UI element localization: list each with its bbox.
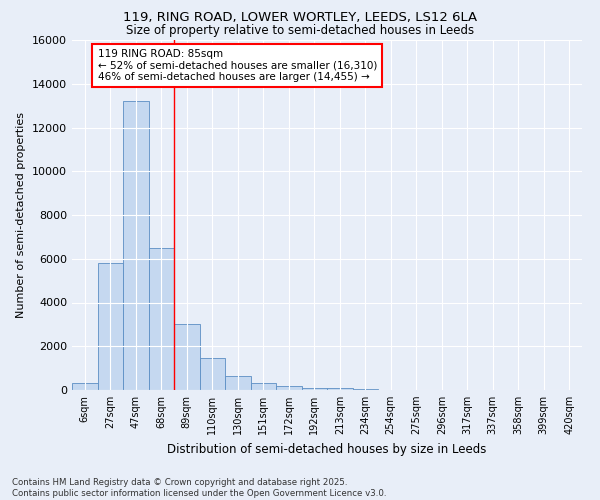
Bar	[276, 386, 302, 390]
Text: Size of property relative to semi-detached houses in Leeds: Size of property relative to semi-detach…	[126, 24, 474, 37]
Bar	[327, 388, 353, 390]
Bar	[174, 324, 199, 390]
Y-axis label: Number of semi-detached properties: Number of semi-detached properties	[16, 112, 26, 318]
Bar	[199, 358, 225, 390]
Bar	[251, 383, 276, 390]
Bar	[149, 248, 174, 390]
Bar	[225, 376, 251, 390]
Text: Contains HM Land Registry data © Crown copyright and database right 2025.
Contai: Contains HM Land Registry data © Crown c…	[12, 478, 386, 498]
Bar	[97, 263, 123, 390]
Text: 119, RING ROAD, LOWER WORTLEY, LEEDS, LS12 6LA: 119, RING ROAD, LOWER WORTLEY, LEEDS, LS…	[123, 11, 477, 24]
Bar	[302, 388, 327, 390]
Bar	[72, 384, 97, 390]
X-axis label: Distribution of semi-detached houses by size in Leeds: Distribution of semi-detached houses by …	[167, 442, 487, 456]
Bar	[353, 389, 378, 390]
Text: 119 RING ROAD: 85sqm
← 52% of semi-detached houses are smaller (16,310)
46% of s: 119 RING ROAD: 85sqm ← 52% of semi-detac…	[97, 49, 377, 82]
Bar	[123, 101, 149, 390]
